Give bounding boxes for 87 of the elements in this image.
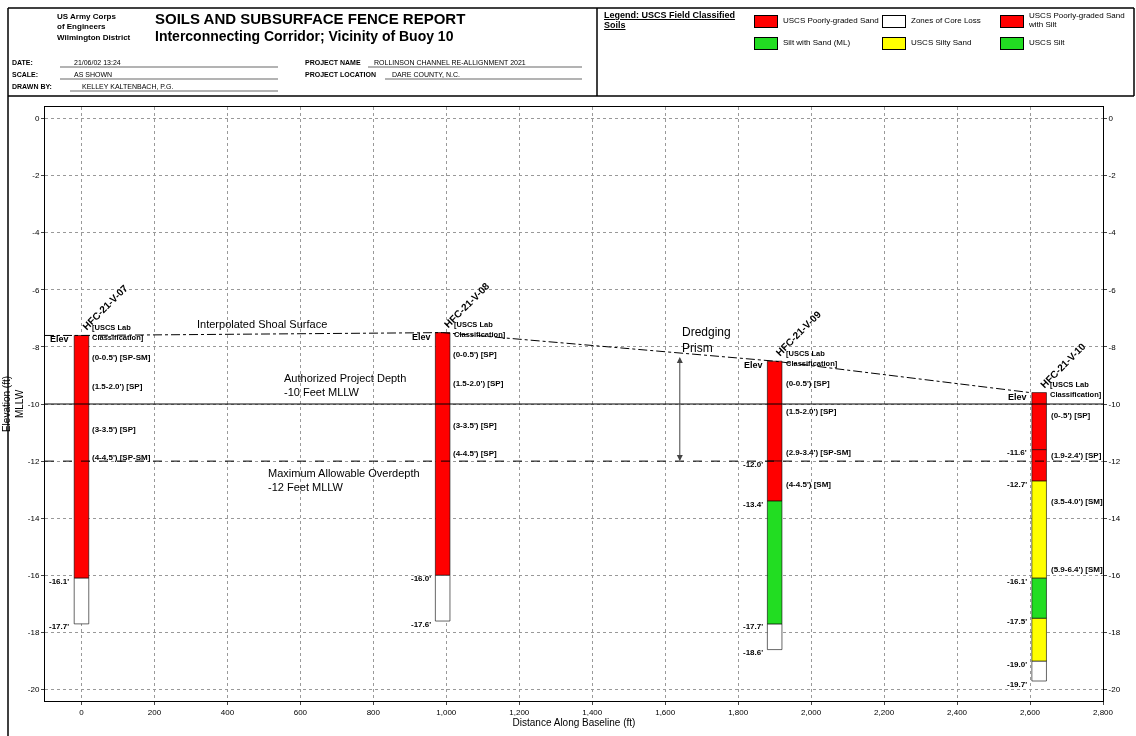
annotation: Elev — [1008, 392, 1027, 402]
y-tick-label: 0 — [34, 114, 40, 124]
annotation: (1.5-2.0') [SP] — [786, 407, 837, 416]
x-tick-label: 1,800 — [728, 707, 749, 717]
annotation: (4-4.5') [SP-SM] — [92, 453, 151, 462]
annotation: (4-4.5') [SM] — [786, 480, 832, 489]
x-tick-label: 2,200 — [874, 707, 895, 717]
x-tick-label: 800 — [366, 707, 381, 717]
annotation: -17.5' — [1007, 617, 1028, 626]
annotation: -18.6' — [743, 648, 764, 657]
y2-tick-label: -16 — [1108, 571, 1121, 581]
legend-label: USCS Silty Sand — [911, 37, 972, 48]
y-tick-label: -18 — [27, 628, 40, 638]
annotation: -16.1' — [1007, 577, 1028, 586]
legend-label: Zones of Core Loss — [911, 15, 981, 26]
y-tick-label: -20 — [27, 685, 40, 695]
x-tick-label: 1,400 — [582, 707, 603, 717]
y2-tick-label: 0 — [1108, 114, 1114, 124]
x-axis-title: Distance Along Baseline (ft) — [512, 716, 636, 728]
x-tick-label: 600 — [293, 707, 308, 717]
y-tick-label: -8 — [32, 342, 40, 352]
annotation: Elev — [50, 334, 69, 344]
ref-line-label: Authorized Project Depth -10 Feet MLLW — [284, 372, 407, 399]
annotation: -16.0' — [411, 574, 432, 583]
x-tick-label: 2,600 — [1020, 707, 1041, 717]
chart-subtitle: Interconnecting Corridor; Vicinity of Buoy 10 — [155, 28, 454, 44]
annotation: (1.5-2.0') [SP] — [453, 379, 504, 388]
x-tick-label: 0 — [79, 707, 85, 717]
x-tick-label: 2,400 — [947, 707, 968, 717]
x-tick-label: 1,600 — [655, 707, 676, 717]
y2-tick-label: -6 — [1108, 285, 1117, 295]
y-tick-label: -4 — [32, 228, 40, 238]
y-tick-label: -14 — [27, 514, 40, 524]
annotation: -12.0' — [743, 460, 764, 469]
annotation: (1.9-2.4') [SP] — [1051, 451, 1102, 460]
y-tick-label: -2 — [32, 171, 40, 181]
text: US Army Corps of Engineers Wilmington District — [57, 12, 131, 42]
y-tick-label: -12 — [27, 456, 40, 466]
y2-tick-label: -12 — [1108, 456, 1121, 466]
annotation: -19.0' — [1007, 660, 1028, 669]
x-tick-label: 1,200 — [509, 707, 530, 717]
annotation: (3-3.5') [SP] — [92, 425, 137, 434]
annotation: Elev — [412, 332, 431, 342]
y2-tick-label: -2 — [1108, 171, 1117, 181]
y2-tick-label: -10 — [1108, 399, 1121, 409]
annotation: (3-3.5') [SP] — [453, 421, 498, 430]
annotation: -17.7' — [743, 622, 764, 631]
ref-line-label: Maximum Allowable Overdepth -12 Feet MLLW — [268, 467, 420, 494]
annotation: -13.4' — [743, 500, 764, 509]
x-tick-label: 400 — [220, 707, 235, 717]
legend-title: Legend: USCS Field Classified Soils — [604, 10, 737, 30]
annotation: (4-4.5') [SP] — [453, 449, 498, 458]
annotation: -19.7' — [1007, 680, 1028, 689]
y2-tick-label: -4 — [1108, 228, 1117, 238]
annotation: -17.6' — [411, 620, 432, 629]
annotation: -12.7' — [1007, 480, 1028, 489]
annotation: (0-0.5') [SP] — [786, 379, 831, 388]
x-tick-label: 2,800 — [1092, 707, 1114, 717]
annotation: -11.6' — [1007, 448, 1027, 457]
annotation: (0-0.5') [SP] — [453, 350, 498, 359]
x-tick-label: 200 — [147, 707, 162, 717]
annotation: Elev — [744, 360, 763, 370]
annotation: (0-.5') [SP] — [1051, 411, 1091, 420]
y2-tick-label: -20 — [1108, 685, 1121, 695]
y-axis-title: Elevation (ft) MLLW — [0, 375, 25, 433]
legend-label: Silt with Sand (ML) — [783, 37, 851, 48]
y2-tick-label: -14 — [1108, 514, 1121, 524]
y2-tick-label: -8 — [1108, 342, 1117, 352]
x-tick-label: 1,000 — [436, 707, 457, 717]
y2-tick-label: -18 — [1108, 628, 1121, 638]
legend-label: USCS Silt — [1029, 37, 1065, 48]
series-label: Interpolated Shoal Surface — [197, 318, 328, 330]
annotation: (2.9-3.4') [SP-SM] — [786, 448, 852, 457]
annotation: (5.9-6.4') [SM] — [1051, 565, 1104, 574]
annotation: Dredging Prism — [682, 325, 731, 355]
annotation: -16.1' — [49, 577, 70, 586]
annotation: -17.7' — [49, 622, 70, 631]
x-tick-label: 2,000 — [801, 707, 822, 717]
legend-label: USCS Poorly-graded Sand — [783, 15, 879, 26]
legend-label: USCS Poorly-graded Sand with Silt — [1029, 11, 1126, 30]
y-tick-label: -10 — [27, 399, 40, 409]
annotation: (0-0.5') [SP-SM] — [92, 353, 151, 362]
annotation: (3.5-4.0') [SM] — [1051, 497, 1104, 506]
chart-title: SOILS AND SUBSURFACE FENCE REPORT — [155, 10, 466, 27]
annotation: (1.5-2.0') [SP] — [92, 382, 143, 391]
y-tick-label: -6 — [32, 285, 40, 295]
y-tick-label: -16 — [27, 571, 40, 581]
